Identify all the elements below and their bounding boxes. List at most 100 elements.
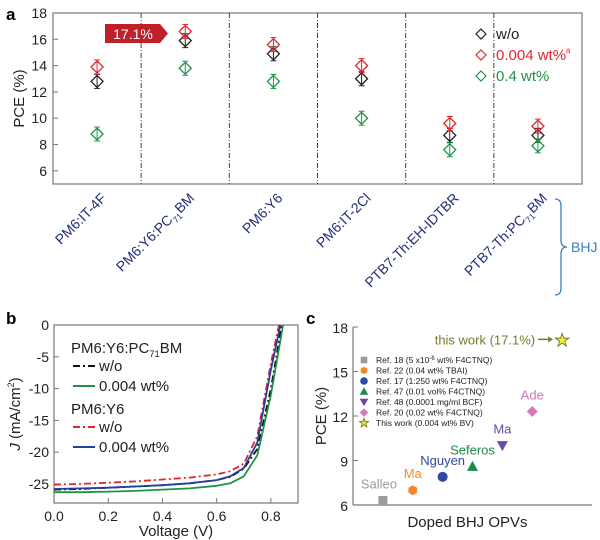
y-tick-label: 18 — [31, 5, 47, 21]
point-label: Seferos — [450, 442, 495, 457]
jv-curve-0-004-wt- — [54, 324, 284, 494]
triangle-down-marker — [496, 441, 508, 452]
data-point-0-4-wt- — [266, 74, 281, 89]
jv-curve-0-004-wt- — [53, 324, 282, 490]
plot-frame — [53, 324, 299, 504]
y-tick-label: 0 — [41, 317, 49, 333]
legend-label: Ref. 17 (1:250 wt% F4CTNQ) — [376, 376, 488, 386]
y-tick-label: 12 — [31, 84, 47, 100]
data-point-0-004-wt- — [354, 58, 369, 73]
legend-label: Ref. 22 (0.04 wt% TBAI) — [376, 366, 468, 376]
legend-label: Ref. 48 (0.0001 mg/ml BCF) — [376, 397, 482, 407]
data-point-0-4-wt- — [442, 142, 457, 157]
y-tick-label: 10 — [31, 110, 47, 126]
y-tick-label: 14 — [31, 58, 47, 74]
y-axis-label-close: ) — [7, 377, 24, 382]
panel-label-a: a — [6, 5, 16, 24]
point-label: Salleo — [361, 477, 397, 492]
legend-group-title: PM6:Y6:PC71BM — [71, 340, 182, 359]
legend-label: 0.4 wt% — [496, 68, 549, 85]
y-tick-label: -5 — [37, 349, 50, 365]
label-part: BM — [160, 340, 183, 357]
data-point-0-004-wt- — [530, 119, 545, 134]
data-point-0-004-wt- — [442, 116, 457, 131]
square-marker — [378, 496, 388, 506]
label-part: PM6:Y6 — [71, 401, 124, 418]
star-marker — [358, 416, 370, 428]
point-label: Ade — [521, 388, 544, 403]
x-axis-label: Voltage (V) — [139, 523, 213, 540]
data-point-0-4-wt- — [354, 111, 369, 126]
y-axis-label-sup: 2 — [6, 382, 16, 387]
data-point-w-o — [442, 128, 457, 143]
y-tick-label: 12 — [332, 409, 348, 425]
data-point-0-004-wt- — [178, 24, 193, 39]
callout-arrow — [105, 24, 168, 43]
triangle-up-marker — [467, 460, 478, 471]
point-label: Ma — [404, 466, 423, 481]
label-part: BM — [524, 190, 550, 216]
x-tick-label: 0.4 — [153, 508, 173, 524]
legend: Ref. 18 (5 x10-6 wt% F4CTNQ)Ref. 22 (0.0… — [358, 355, 493, 428]
panel-label-c: c — [306, 309, 315, 328]
legend-group-title: PM6:Y6 — [71, 401, 124, 418]
data-point-w-o — [178, 33, 193, 48]
legend-label: Ref. 47 (0.01 vol% F4CTNQ) — [376, 387, 485, 397]
y-tick-label: 6 — [39, 163, 47, 179]
y-tick-label: -20 — [29, 444, 49, 460]
legend-sup: -6 — [429, 356, 435, 362]
x-category-label: PM6:Y6 — [239, 190, 286, 237]
jv-curve-w-o — [53, 324, 280, 486]
group-label-bhj: BHJ — [571, 239, 597, 255]
data-point-0-4-wt- — [178, 61, 193, 76]
label-part: PM6:Y6:PC — [71, 340, 150, 357]
y-axis-label-unit: (mA/cm — [7, 387, 24, 439]
y-tick-label: 18 — [332, 320, 348, 336]
label-part: PM6:Y6:PC — [113, 211, 176, 274]
hexagon-marker — [360, 366, 368, 375]
label-part: PM6:IT-4F — [52, 190, 110, 248]
diamond-marker — [359, 408, 369, 417]
y-axis-label: PCE (%) — [313, 387, 330, 445]
y-tick-label: -15 — [29, 412, 49, 428]
legend-label: This work (0.004 wt% BV) — [376, 418, 474, 428]
legend-superscript: a — [566, 46, 571, 55]
this-work-annotation: this work (17.1%) — [435, 332, 535, 347]
record-callout: 17.1% — [105, 24, 168, 43]
annotation-arrow-head — [548, 336, 554, 343]
circle-marker — [360, 377, 368, 385]
x-tick-label: 0.6 — [207, 508, 227, 524]
y-tick-label: 6 — [340, 498, 348, 514]
circle-marker — [437, 471, 448, 482]
panel-label-b: b — [6, 309, 16, 328]
y-tick-label: 16 — [31, 31, 47, 47]
y-axis-label: J (mA/cm2) — [6, 377, 24, 451]
legend-marker — [475, 28, 487, 40]
x-tick-label: 0.8 — [261, 508, 281, 524]
legend-label: 0.004 wt% — [99, 378, 169, 395]
label-part: PTB7-Th:EH-IDTBR — [361, 190, 461, 290]
panel-b-jv-curves: 0.0 0.2 0.4 0.6 0.8 0 -5 -10 -15 -20 -25 Voltage (V… — [6, 317, 299, 540]
data-point-0-004-wt- — [266, 37, 281, 52]
label-part: PM6:Y6 — [239, 190, 286, 237]
group-brace — [554, 198, 568, 296]
data-point-0-004-wt- — [90, 60, 105, 74]
y-axis-label: PCE (%) — [11, 69, 28, 127]
star-marker — [554, 331, 571, 348]
legend-label: Ref. 18 (5 x10-6 wt% F4CTNQ) — [376, 355, 493, 365]
point-label: Nguyen — [420, 453, 465, 468]
x-category-label: PTB7-Th:EH-IDTBR — [361, 190, 461, 290]
x-category-label: PTB7-Th:PC71BM — [461, 190, 552, 281]
y-tick-label: 8 — [39, 137, 47, 153]
legend-tail: wt% F4CTNQ) — [435, 355, 493, 365]
y-tick-label: -10 — [29, 381, 49, 397]
data-point-0-4-wt- — [530, 138, 545, 153]
callout-text: 17.1% — [113, 26, 153, 42]
legend-label: w/o — [98, 358, 122, 375]
legend-label: Ref. 20 (0.02 wt% F4CTNQ) — [376, 408, 483, 418]
point-label: Ma — [493, 422, 512, 437]
y-axis-label-symbol: J — [7, 439, 24, 452]
legend-label: 0.004 wt% — [99, 439, 169, 456]
x-tick-label: 0.0 — [44, 508, 64, 524]
